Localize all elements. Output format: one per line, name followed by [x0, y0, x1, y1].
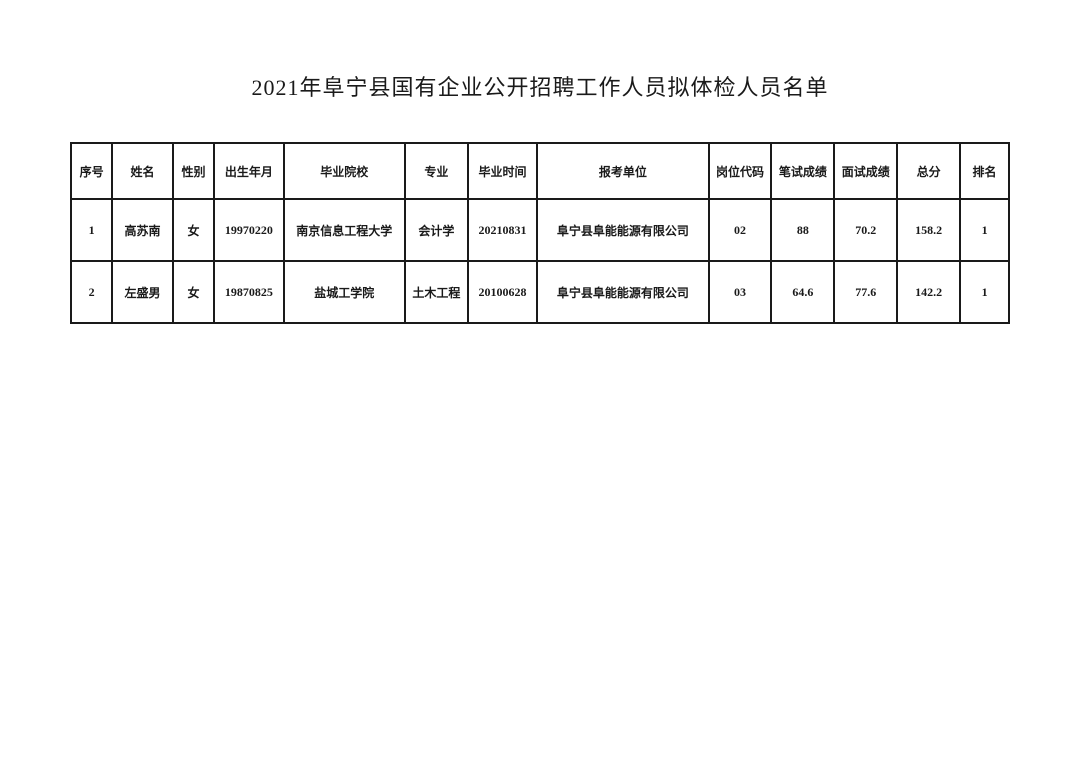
cell-gradtime: 20100628	[468, 261, 537, 323]
cell-position: 03	[709, 261, 772, 323]
cell-major: 会计学	[405, 199, 468, 261]
cell-unit: 阜宁县阜能能源有限公司	[537, 199, 708, 261]
cell-unit: 阜宁县阜能能源有限公司	[537, 261, 708, 323]
header-written: 笔试成绩	[771, 143, 834, 199]
cell-interview: 70.2	[834, 199, 897, 261]
header-position: 岗位代码	[709, 143, 772, 199]
cell-total: 158.2	[897, 199, 960, 261]
cell-birth: 19870825	[214, 261, 283, 323]
table-row: 2 左盛男 女 19870825 盐城工学院 土木工程 20100628 阜宁县…	[71, 261, 1009, 323]
cell-written: 88	[771, 199, 834, 261]
cell-seq: 1	[71, 199, 112, 261]
header-gradtime: 毕业时间	[468, 143, 537, 199]
cell-name: 高苏南	[112, 199, 173, 261]
cell-seq: 2	[71, 261, 112, 323]
table-header-row: 序号 姓名 性别 出生年月 毕业院校 专业 毕业时间 报考单位 岗位代码 笔试成…	[71, 143, 1009, 199]
cell-total: 142.2	[897, 261, 960, 323]
cell-rank: 1	[960, 261, 1009, 323]
cell-school: 盐城工学院	[284, 261, 405, 323]
header-seq: 序号	[71, 143, 112, 199]
page-title: 2021年阜宁县国有企业公开招聘工作人员拟体检人员名单	[70, 70, 1010, 102]
cell-gender: 女	[173, 199, 214, 261]
cell-birth: 19970220	[214, 199, 283, 261]
header-interview: 面试成绩	[834, 143, 897, 199]
header-total: 总分	[897, 143, 960, 199]
header-school: 毕业院校	[284, 143, 405, 199]
cell-gender: 女	[173, 261, 214, 323]
cell-rank: 1	[960, 199, 1009, 261]
candidates-table: 序号 姓名 性别 出生年月 毕业院校 专业 毕业时间 报考单位 岗位代码 笔试成…	[70, 142, 1010, 324]
cell-school: 南京信息工程大学	[284, 199, 405, 261]
header-rank: 排名	[960, 143, 1009, 199]
cell-gradtime: 20210831	[468, 199, 537, 261]
table-row: 1 高苏南 女 19970220 南京信息工程大学 会计学 20210831 阜…	[71, 199, 1009, 261]
cell-major: 土木工程	[405, 261, 468, 323]
cell-written: 64.6	[771, 261, 834, 323]
cell-name: 左盛男	[112, 261, 173, 323]
header-name: 姓名	[112, 143, 173, 199]
header-gender: 性别	[173, 143, 214, 199]
header-unit: 报考单位	[537, 143, 708, 199]
header-major: 专业	[405, 143, 468, 199]
cell-interview: 77.6	[834, 261, 897, 323]
cell-position: 02	[709, 199, 772, 261]
header-birth: 出生年月	[214, 143, 283, 199]
